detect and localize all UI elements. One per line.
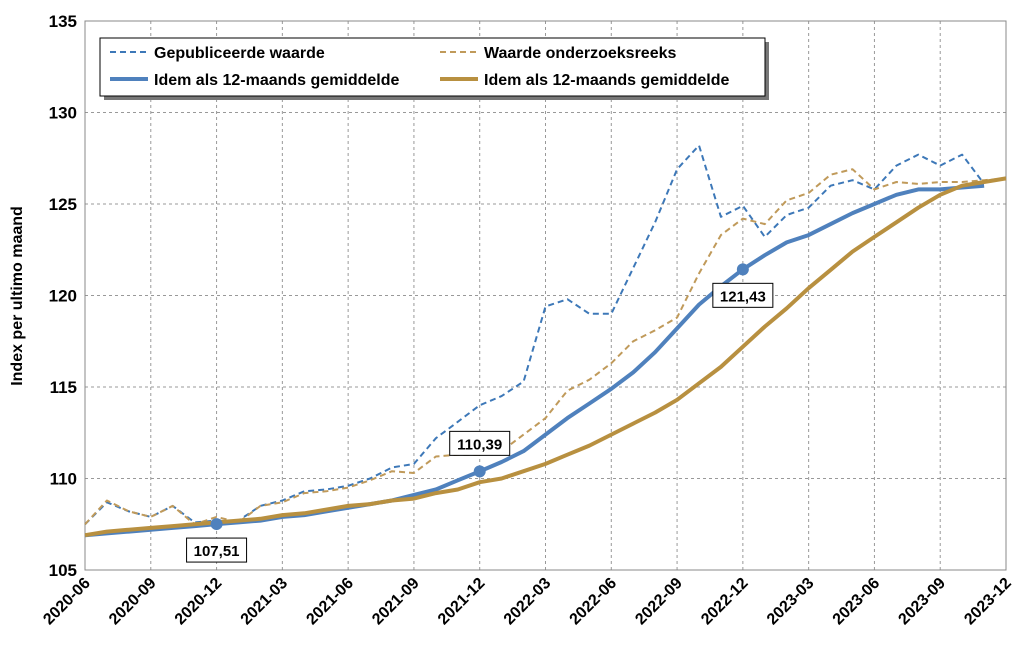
legend-label: Waarde onderzoeksreeks	[484, 45, 676, 62]
data-point	[473, 465, 486, 478]
value-label-box	[186, 537, 248, 563]
data-point	[210, 518, 223, 531]
y-tick-label: 135	[49, 12, 77, 31]
x-tick-label: 2021-06	[303, 575, 357, 629]
y-tick-label: 110	[50, 470, 77, 489]
x-tick-label: 2022-03	[501, 575, 555, 629]
x-tick-label: 2021-12	[435, 575, 489, 629]
series-line	[84, 144, 985, 526]
x-tick-label: 2023-09	[896, 575, 950, 629]
value-label-box	[712, 282, 774, 308]
y-tick-label: 115	[50, 378, 77, 397]
value-label: 107,51	[194, 543, 240, 560]
value-label: 121,43	[720, 288, 766, 305]
legend-label: Idem als 12-maands gemiddelde	[154, 72, 400, 89]
x-tick-label: 2022-12	[698, 575, 752, 629]
series-line	[84, 168, 1007, 526]
x-tick-label: 2021-09	[369, 575, 423, 629]
legend-label: Gepubliceerde waarde	[154, 45, 325, 62]
legend-box	[99, 37, 766, 97]
y-tick-label: 125	[49, 195, 77, 214]
x-tick-label: 2020-06	[40, 575, 94, 629]
data-point	[736, 263, 749, 276]
y-tick-label: 120	[49, 287, 77, 306]
value-label-box	[449, 430, 511, 456]
x-tick-label: 2020-09	[106, 575, 160, 629]
y-axis-label: Index per ultimo maand	[9, 206, 26, 386]
value-label: 110,39	[457, 436, 502, 453]
x-tick-label: 2021-03	[238, 575, 292, 629]
x-tick-label: 2023-12	[961, 575, 1015, 629]
x-tick-label: 2023-03	[764, 575, 818, 629]
x-tick-label: 2022-09	[632, 575, 686, 629]
legend-label: Idem als 12-maands gemiddelde	[484, 72, 730, 89]
plot-frame	[84, 20, 1007, 571]
series-line	[84, 176, 1007, 538]
x-tick-label: 2022-06	[567, 575, 621, 629]
x-tick-label: 2023-06	[830, 575, 884, 629]
x-tick-label: 2020-12	[172, 575, 226, 629]
y-tick-label: 105	[49, 561, 77, 580]
y-tick-label: 130	[49, 104, 77, 123]
